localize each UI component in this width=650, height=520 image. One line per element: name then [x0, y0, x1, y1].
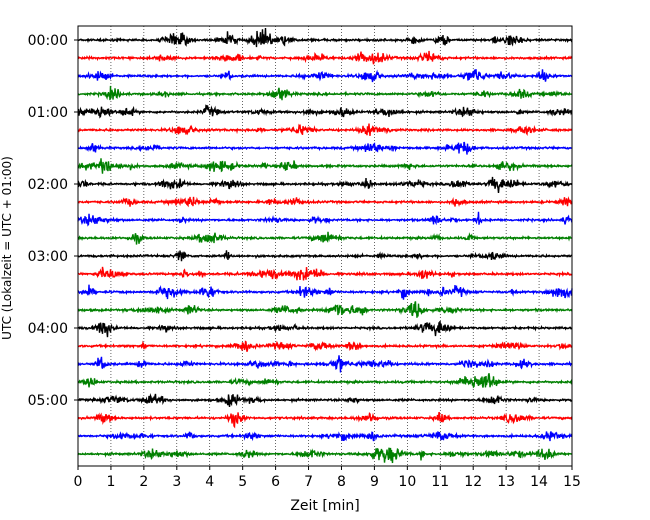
- grid-lines: [110, 26, 540, 466]
- x-tick-label: 9: [370, 474, 379, 490]
- y-axis-label: UTC (Lokalzeit = UTC + 01:00): [0, 156, 14, 340]
- x-tick-label: 3: [172, 474, 181, 490]
- seismogram-trace: [77, 393, 573, 408]
- seismogram-trace: [77, 373, 573, 389]
- y-tick-label: 00:00: [28, 33, 68, 49]
- x-tick-label: 15: [563, 474, 581, 490]
- seismogram-trace: [77, 355, 573, 373]
- seismogram-trace: [77, 123, 573, 137]
- seismogram-trace: [77, 50, 573, 65]
- y-tick-label: 05:00: [28, 393, 68, 409]
- seismogram-trace: [77, 266, 573, 281]
- x-tick-label: 10: [398, 474, 416, 490]
- x-tick-label: 2: [139, 474, 148, 490]
- seismogram-trace: [77, 430, 573, 442]
- y-tick-label: 04:00: [28, 321, 68, 337]
- plot-frame: [77, 25, 573, 467]
- seismogram-trace: [77, 104, 573, 119]
- x-tick-label: 11: [431, 474, 449, 490]
- seismogram-trace: [77, 85, 573, 101]
- x-tick-label: 7: [304, 474, 313, 490]
- plot-area: [78, 26, 572, 466]
- x-tick-label: 14: [530, 474, 548, 490]
- seismogram-trace: [77, 158, 573, 174]
- x-tick-label: 0: [74, 474, 83, 490]
- seismogram-trace: [77, 231, 573, 245]
- trace-group: [77, 27, 573, 464]
- x-axis-ticks: 0 1 2 3 4 5 6 7 8 9 10 11 12 13 14 15: [74, 466, 581, 490]
- seismogram-trace: [77, 447, 573, 464]
- seismogram-trace: [77, 69, 573, 83]
- seismogram-trace: [77, 321, 573, 338]
- seismogram-trace: [77, 411, 573, 429]
- seismogram-trace: [77, 250, 573, 262]
- x-axis-label: Zeit [min]: [290, 498, 359, 514]
- x-tick-label: 13: [497, 474, 515, 490]
- seismogram-trace: [77, 211, 573, 227]
- x-tick-label: 8: [337, 474, 346, 490]
- x-tick-label: 5: [238, 474, 247, 490]
- seismogram-trace: [77, 196, 573, 208]
- seismogram-trace: [77, 301, 573, 318]
- seismogram-trace: [77, 284, 573, 300]
- seismogram-trace: [77, 141, 573, 155]
- y-tick-label: 01:00: [28, 105, 68, 121]
- x-tick-label: 4: [205, 474, 214, 490]
- y-axis-ticks: 00:00 01:00 02:00 03:00 04:00 05:00: [28, 33, 78, 409]
- x-tick-label: 1: [106, 474, 115, 490]
- x-tick-label: 6: [271, 474, 280, 490]
- seismogram-trace: [77, 340, 573, 352]
- seismogram-trace: [77, 176, 573, 193]
- x-tick-label: 12: [464, 474, 482, 490]
- y-tick-label: 02:00: [28, 177, 68, 193]
- y-tick-label: 03:00: [28, 249, 68, 265]
- seismogram-trace: [77, 27, 573, 48]
